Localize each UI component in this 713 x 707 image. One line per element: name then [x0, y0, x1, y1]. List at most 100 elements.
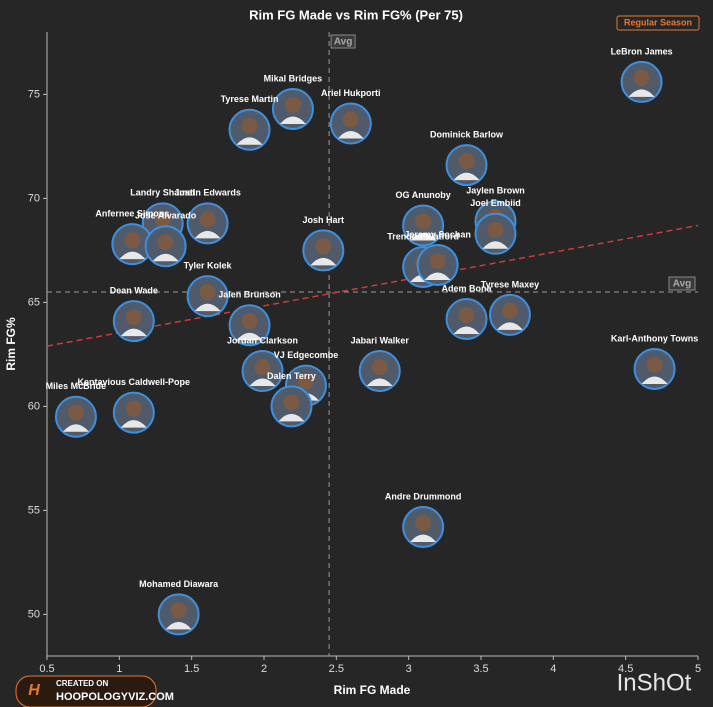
point-label: Mikal Bridges [264, 73, 323, 83]
avg-label: Avg [334, 37, 353, 48]
y-tick-label: 65 [28, 296, 40, 308]
head [254, 359, 271, 376]
jersey [236, 137, 263, 145]
jersey [410, 232, 437, 241]
point-label: OG Anunoby [396, 190, 451, 200]
x-axis-title: Rim FG Made [334, 683, 411, 697]
jersey [424, 272, 451, 280]
point-label: Joel Embiid [470, 198, 521, 208]
head [633, 69, 650, 86]
head [199, 211, 216, 228]
jersey [152, 253, 179, 262]
jersey [165, 621, 192, 630]
point-label: VJ Edgecombe [274, 350, 339, 360]
jersey [410, 534, 437, 543]
watermark: InShOt [617, 669, 692, 696]
jersey [453, 172, 480, 181]
jersey [337, 131, 364, 139]
logo-created: CREATED ON [56, 679, 109, 688]
point-label: Miles McBride [46, 381, 107, 391]
point-label: Andre Drummond [385, 491, 462, 501]
jersey [278, 413, 305, 422]
jersey [628, 89, 655, 97]
jersey [366, 378, 393, 387]
point-label: Tyrese Maxey [481, 279, 539, 289]
x-tick-label: 3 [406, 663, 412, 675]
y-tick-label: 75 [28, 88, 40, 100]
head [154, 211, 171, 228]
point-label: Dean Wade [110, 285, 158, 295]
head [415, 515, 432, 532]
point-label: Jalen Brunson [218, 290, 281, 300]
head [501, 302, 518, 319]
y-tick-label: 55 [28, 504, 40, 516]
jersey [641, 376, 668, 384]
head [458, 307, 475, 324]
chart-title: Rim FG Made vs Rim FG% (Per 75) [249, 7, 463, 22]
head [429, 252, 446, 269]
x-tick-label: 1.5 [184, 663, 199, 675]
logo-site: HOOPOLOGYVIZ.COM [56, 691, 174, 703]
logo-icon: H [28, 682, 40, 699]
x-tick-label: 4 [550, 663, 556, 675]
head [315, 238, 332, 255]
badge: Regular Season [624, 17, 692, 27]
point-label: Jose Alvarado [135, 211, 197, 221]
point-label: Trendon Watford [387, 231, 459, 241]
head [342, 111, 359, 128]
head [487, 221, 504, 238]
jersey [249, 378, 276, 387]
head [125, 400, 142, 417]
avg-label: Avg [673, 279, 692, 290]
jersey [194, 230, 221, 239]
point-label: Karl-Anthony Towns [611, 333, 698, 343]
y-tick-label: 70 [28, 192, 40, 204]
jersey [119, 251, 146, 260]
head [458, 153, 475, 170]
jersey [120, 420, 147, 428]
head [371, 359, 388, 376]
head [157, 234, 174, 251]
head [241, 117, 258, 134]
head [67, 404, 84, 421]
point-label: Jaylen Brown [466, 186, 525, 196]
point-label: Adem Bona [442, 283, 493, 293]
point-label: Josh Hart [303, 215, 345, 225]
jersey [62, 424, 89, 432]
jersey [310, 257, 337, 266]
x-tick-label: 3.5 [473, 663, 488, 675]
jersey [496, 322, 523, 330]
avg-box [668, 276, 696, 291]
head [124, 232, 141, 249]
head [170, 602, 187, 619]
head [283, 394, 300, 411]
point-label: Ariel Hukporti [321, 88, 381, 98]
point-label: Justin Edwards [174, 188, 241, 198]
x-tick-label: 0.5 [39, 663, 54, 675]
jersey [279, 116, 306, 124]
trend-line [46, 224, 699, 347]
x-tick-label: 5 [695, 663, 701, 675]
point-label: Mohamed Diawara [139, 579, 219, 589]
avg-box [330, 34, 356, 49]
x-tick-label: 2 [261, 663, 267, 675]
jersey [194, 303, 221, 312]
point-label: Jordan Clarkson [227, 335, 298, 345]
point-label: Tyler Kolek [184, 261, 233, 271]
point-label: Jeremy Sochan [404, 229, 471, 239]
jersey [120, 328, 147, 337]
head [125, 309, 142, 326]
x-tick-label: 2.5 [329, 663, 344, 675]
jersey [453, 326, 480, 335]
head [284, 96, 301, 113]
logo-box [15, 675, 157, 707]
point-label: LeBron James [611, 46, 673, 56]
head [199, 284, 216, 301]
jersey [482, 241, 509, 249]
x-tick-label: 1 [116, 663, 122, 675]
head [646, 356, 663, 373]
head [241, 313, 258, 330]
point-label: Jabari Walker [351, 335, 410, 345]
point-label: Tyrese Martin [221, 94, 279, 104]
y-tick-label: 60 [28, 400, 40, 412]
